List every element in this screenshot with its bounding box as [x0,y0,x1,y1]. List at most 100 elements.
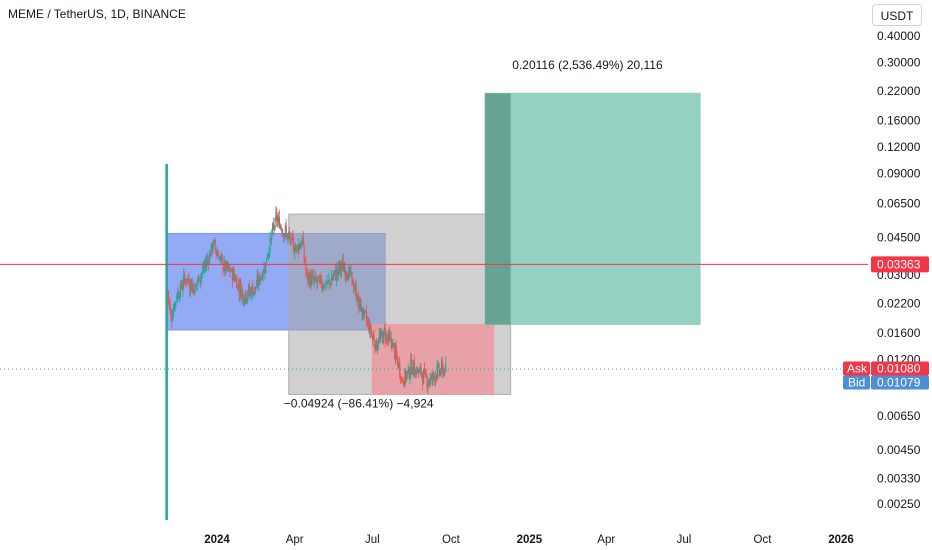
candle-body [365,310,367,312]
candle-body [231,269,233,271]
candle-body [184,282,187,283]
candle-body [240,282,242,298]
candle-body [201,273,203,277]
candle-body [231,269,234,281]
candle-body [295,247,297,251]
candle-body [267,253,269,258]
currency-selector[interactable]: USDT [872,4,922,26]
candle-body [213,241,215,246]
candle-body [405,370,407,380]
candle-body [284,225,286,234]
candle-body [223,269,225,271]
candle-body [171,316,173,321]
candle-body [282,233,284,235]
candle-body [398,363,400,368]
candle-body [301,243,303,246]
candle-body [329,279,331,284]
candle-body [292,234,294,244]
candle-body [256,276,258,286]
candle-body [273,227,275,229]
candle-body [374,345,376,350]
candle-body [206,259,208,267]
bid-value-tag [871,375,929,390]
candle-body [187,279,189,280]
candle-body [283,233,286,238]
candle-body [219,258,221,260]
candle-body [334,269,336,272]
candle-body [437,364,439,366]
candle-body [192,283,194,290]
candle-body [326,281,328,284]
candle-body [340,261,342,272]
candle-body [417,369,420,373]
candle-body [422,376,424,385]
candle-body [236,277,238,289]
candle-body [429,380,431,385]
candle-body [369,325,371,332]
candle-body [196,284,198,286]
candle-body [214,240,216,250]
candle-body [181,285,183,290]
candle-body [175,301,177,303]
profit-measure-label: 0.20116 (2,536.49%) 20,116 [512,58,663,72]
candle-body [313,278,316,282]
candle-body [444,370,446,372]
candle-body [245,291,247,302]
x-tick-label: 2025 [517,534,543,546]
candle-body [227,264,229,269]
candle-body [379,335,381,339]
candle-body [226,262,228,269]
candle-body [364,310,366,312]
candle-body [344,267,346,276]
candle-body [193,289,195,295]
candle-body [203,266,205,268]
candle-body [213,240,216,242]
candle-body [445,363,447,372]
candle-body [289,233,291,238]
y-tick-label: 0.06500 [877,197,921,211]
candle-body [167,290,170,299]
candle-body [186,279,188,280]
y-tick-label: 0.40000 [877,29,921,43]
candle-body [384,328,386,341]
candle-body [294,250,296,254]
candle-body [392,344,394,348]
candle-body [278,216,281,228]
candle-body [283,233,285,238]
candle-body [339,261,341,271]
candle-body [170,311,172,317]
candle-body [218,256,220,260]
candle-body [180,283,182,286]
candle-body [432,373,434,379]
candle-body [296,246,298,248]
profit-zone[interactable] [484,92,701,326]
candle-body [277,220,279,222]
loss-measure-label: −0.04924 (−86.41%) −4,924 [284,397,434,411]
candle-body [423,369,426,372]
candle-body [420,367,422,373]
y-tick-label: 0.12000 [877,140,921,154]
profit-zone-overlap [485,93,511,325]
candle-body [376,340,378,351]
candle-body [428,380,430,385]
candle-body [423,369,425,385]
loss-zone[interactable] [371,324,495,395]
candle-body [166,290,169,292]
candle-body [202,267,205,270]
candle-body [373,335,375,346]
candle-body [260,277,263,279]
candle-body [279,226,281,228]
candle-body [327,280,329,282]
candle-body [354,286,356,289]
candle-body [311,274,313,286]
chart-title: MEME / TetherUS, 1D, BINANCE [8,7,186,21]
candle-body [378,335,380,343]
y-tick-label: 0.00250 [877,497,921,511]
candle-body [232,270,234,281]
candle-body [276,211,278,221]
candle-body [285,225,287,235]
candle-body [330,283,332,286]
candle-body [397,357,399,368]
x-tick-label: 2026 [828,534,854,546]
